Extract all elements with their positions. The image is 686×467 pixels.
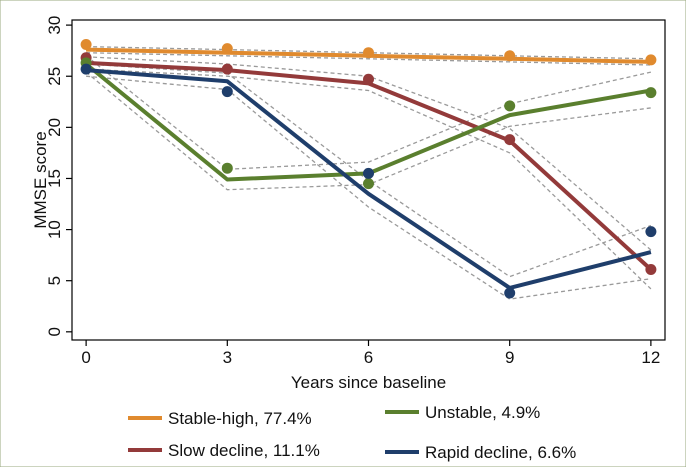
observed-point-1-4 (645, 264, 656, 275)
y-tick-label-1: 5 (45, 276, 64, 285)
y-tick-label-3: 15 (45, 169, 64, 188)
x-axis-title: Years since baseline (291, 373, 446, 392)
y-tick-label-0: 0 (45, 327, 64, 336)
observed-point-2-1 (222, 163, 233, 174)
observed-point-3-4 (645, 226, 656, 237)
observed-point-2-3 (504, 100, 515, 111)
observed-point-1-1 (222, 64, 233, 75)
x-tick-label-0: 0 (81, 348, 90, 367)
observed-point-2-2 (363, 178, 374, 189)
legend-label-3: Rapid decline, 6.6% (425, 443, 576, 462)
observed-point-0-3 (504, 50, 515, 61)
y-tick-label-4: 20 (45, 118, 64, 137)
observed-point-3-3 (504, 288, 515, 299)
observed-point-1-2 (363, 74, 374, 85)
legend-label-0: Stable-high, 77.4% (168, 409, 312, 428)
y-tick-label-5: 25 (45, 67, 64, 86)
legend-label-2: Slow decline, 11.1% (168, 441, 320, 460)
observed-point-0-1 (222, 43, 233, 54)
observed-point-0-2 (363, 47, 374, 58)
observed-point-3-0 (81, 64, 92, 75)
observed-point-2-4 (645, 87, 656, 98)
observed-point-0-4 (645, 54, 656, 65)
x-tick-label-1: 3 (223, 348, 232, 367)
x-tick-label-4: 12 (641, 348, 660, 367)
observed-point-3-1 (222, 86, 233, 97)
observed-point-0-0 (81, 39, 92, 50)
y-tick-label-6: 30 (45, 16, 64, 35)
x-tick-label-2: 6 (364, 348, 373, 367)
legend-label-1: Unstable, 4.9% (425, 403, 540, 422)
plot-area (72, 20, 665, 340)
observed-point-1-3 (504, 134, 515, 145)
observed-point-3-2 (363, 168, 374, 179)
x-tick-label-3: 9 (505, 348, 514, 367)
y-tick-label-2: 10 (45, 220, 64, 239)
